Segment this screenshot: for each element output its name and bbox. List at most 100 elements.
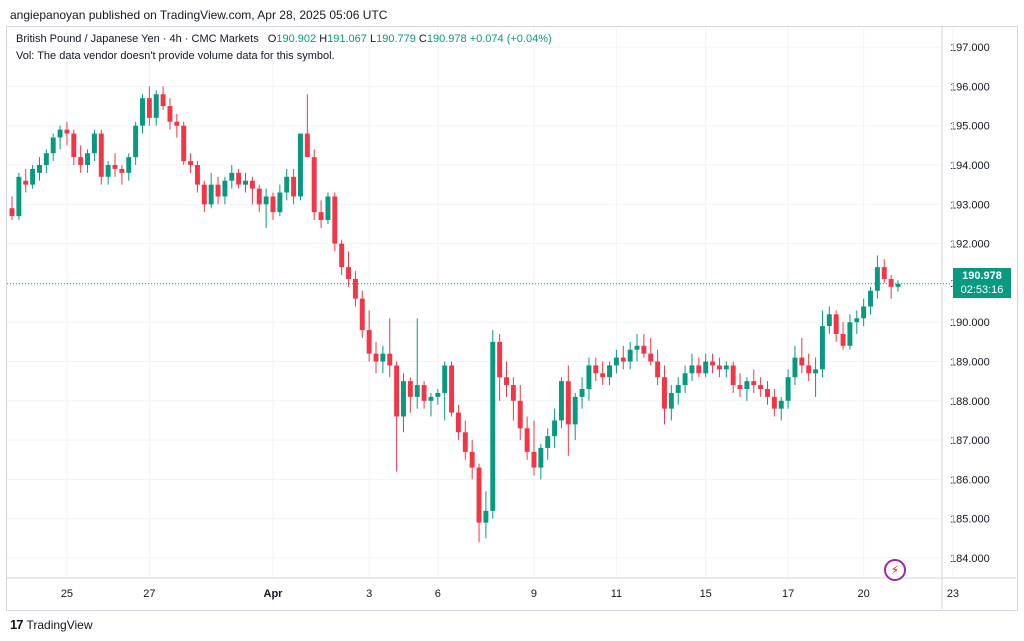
y-tick-label: 184.000 — [950, 553, 990, 565]
candle-body — [881, 267, 887, 279]
candle-body — [558, 381, 564, 421]
candle-body — [126, 157, 132, 173]
candle-body — [91, 133, 97, 154]
candle-body — [586, 365, 592, 390]
candle-body — [256, 188, 262, 205]
candle-body — [806, 365, 812, 374]
candle-body — [579, 389, 585, 397]
candle-body — [188, 161, 194, 165]
candle-body — [572, 396, 578, 425]
candle-body — [819, 326, 825, 370]
candle-body — [50, 137, 56, 154]
candle-body — [504, 377, 509, 386]
y-tick-label: 196.000 — [950, 81, 990, 93]
y-tick-label: 190.000 — [950, 317, 990, 329]
candle-body — [854, 318, 860, 323]
candle-body — [510, 385, 516, 401]
candle-body — [813, 369, 819, 374]
candle-body — [332, 196, 338, 244]
candle-body — [710, 361, 716, 366]
candle-body — [208, 184, 214, 205]
candle-body — [359, 298, 365, 331]
x-tick-label: 27 — [143, 588, 155, 600]
candle-body — [620, 357, 626, 362]
open-value: 190.902 — [276, 33, 317, 45]
candle-body — [799, 357, 805, 366]
candle-body — [112, 165, 118, 169]
candle-body — [497, 341, 503, 378]
candle-body — [78, 157, 84, 165]
candle-body — [861, 306, 867, 319]
symbol-title[interactable]: British Pound / Japanese Yen · 4h · CMC … — [16, 33, 259, 45]
candle-body — [716, 365, 722, 370]
candle-body — [730, 365, 736, 386]
candle-body — [435, 392, 441, 397]
candle-body — [318, 212, 324, 221]
y-tick-label: 194.000 — [950, 160, 990, 172]
candle-body — [401, 381, 406, 417]
x-tick-label: 25 — [61, 588, 73, 600]
candle-body — [37, 165, 42, 173]
symbol-legend: British Pound / Japanese Yen · 4h · CMC … — [16, 33, 552, 45]
candle-body — [462, 432, 468, 452]
candle-body — [270, 196, 276, 213]
candle-body — [325, 196, 331, 221]
candle-body — [792, 357, 798, 378]
candle-body — [85, 153, 91, 165]
x-tick-label: 20 — [858, 588, 870, 600]
x-tick-label: 17 — [782, 588, 794, 600]
candle-body — [723, 365, 729, 370]
x-tick-label: Apr — [264, 588, 284, 600]
candle-body — [490, 341, 496, 511]
footer-brand[interactable]: 17 TradingView — [10, 617, 93, 632]
candle-body — [222, 180, 228, 197]
candle-body — [105, 165, 111, 177]
candle-body — [421, 385, 427, 401]
y-tick-label: 187.000 — [950, 435, 990, 447]
candle-body — [277, 192, 283, 213]
candle-body — [517, 400, 523, 429]
candle-body — [366, 330, 372, 354]
candle-body — [30, 168, 36, 185]
x-tick-label: 9 — [531, 588, 537, 600]
candle-body — [641, 345, 647, 354]
candle-body — [297, 133, 303, 197]
candle-body — [771, 396, 777, 409]
high-label: H — [319, 33, 328, 45]
candle-body — [346, 267, 352, 279]
candle-body — [613, 357, 619, 366]
candle-body — [765, 389, 770, 397]
candle-body — [215, 184, 221, 197]
candle-body — [600, 373, 606, 378]
candle-body — [181, 125, 187, 162]
candle-body — [146, 98, 152, 118]
candle-body — [133, 125, 139, 158]
close-label: C — [418, 33, 427, 45]
y-tick-label: 185.000 — [950, 514, 990, 526]
candle-body — [847, 322, 853, 346]
candle-body — [201, 184, 207, 205]
candle-body — [71, 133, 77, 158]
candle-body — [43, 153, 49, 165]
x-tick-label: 6 — [435, 588, 441, 600]
candle-body — [455, 412, 461, 433]
x-tick-label: 3 — [366, 588, 372, 600]
footer-brand-text: TradingView — [26, 617, 93, 632]
candle-body — [668, 392, 674, 409]
y-tick-label: 193.000 — [950, 199, 990, 211]
candle-body — [696, 365, 702, 374]
x-tick-label: 15 — [700, 588, 712, 600]
y-tick-label: 188.000 — [950, 396, 990, 408]
candle-body — [840, 333, 846, 346]
x-tick-label: 23 — [947, 588, 959, 600]
candle-body — [833, 314, 839, 334]
candle-body — [538, 447, 544, 468]
flash-icon[interactable]: ⚡ — [884, 559, 906, 581]
candle-body — [352, 278, 358, 299]
candle-body — [57, 129, 63, 138]
open-label: O — [267, 33, 277, 45]
x-tick-label: 11 — [611, 588, 622, 600]
candle-body — [737, 385, 743, 390]
candle-body — [703, 361, 709, 374]
